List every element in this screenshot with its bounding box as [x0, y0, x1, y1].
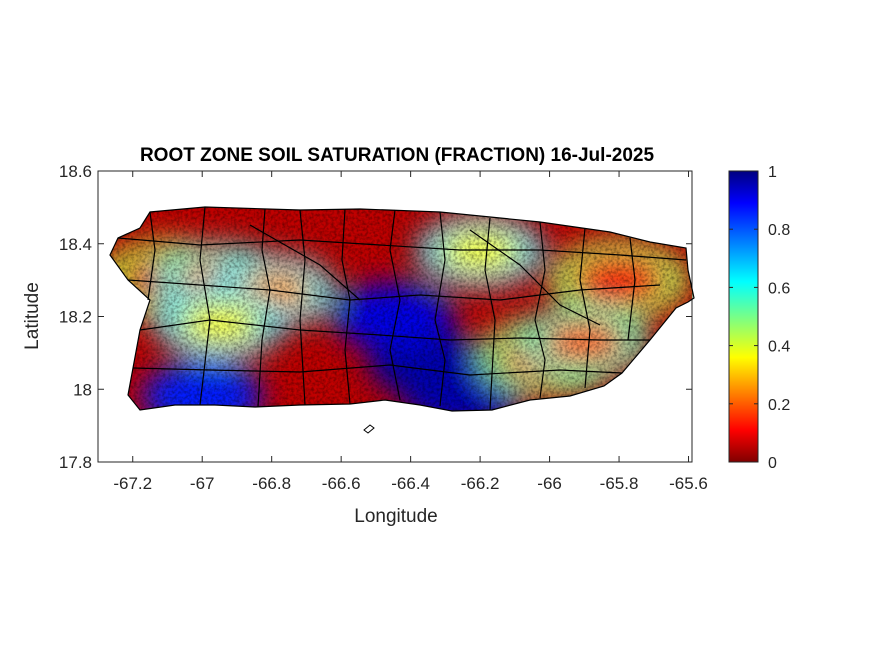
x-tick-label: -66.4 [391, 474, 430, 493]
caja-de-muertos-island [363, 424, 375, 434]
colorbar-axis: 0 0.2 0.4 0.6 0.8 1 [729, 164, 790, 472]
y-tick-label: 17.8 [59, 453, 92, 472]
x-axis: -67.2 -67 -66.8 -66.6 -66.4 -66.2 -66 -65.8 -65.… [113, 171, 708, 493]
y-tick-label: 18.6 [59, 162, 92, 181]
y-axis: 17.8 18 18.2 18.4 18.6 [59, 162, 692, 472]
y-tick-label: 18.4 [59, 235, 92, 254]
colorbar [728, 170, 759, 463]
x-tick-label: -66.2 [461, 474, 500, 493]
colorbar-tick-label: 0.8 [768, 222, 790, 239]
map-title: ROOT ZONE SOIL SATURATION (FRACTION) 16-… [140, 145, 655, 166]
y-tick-label: 18.2 [59, 308, 92, 327]
colorbar-tick-label: 0.2 [768, 397, 790, 414]
x-tick-label: -67.2 [113, 474, 152, 493]
x-tick-label: -65.6 [669, 474, 708, 493]
x-tick-label: -66 [537, 474, 562, 493]
x-tick-label: -65.8 [600, 474, 639, 493]
y-tick-label: 18 [73, 380, 92, 399]
x-tick-label: -66.8 [252, 474, 291, 493]
x-tick-label: -66.6 [322, 474, 361, 493]
x-axis-label: Longitude [354, 506, 437, 527]
colorbar-tick-label: 0 [768, 455, 777, 472]
colorbar-tick-label: 0.4 [768, 339, 790, 356]
colorbar-tick-label: 1 [768, 164, 777, 181]
colorbar-tick-label: 0.6 [768, 280, 790, 297]
island-coastline [109, 206, 695, 412]
municipality-boundaries [109, 206, 695, 412]
x-tick-label: -67 [190, 474, 215, 493]
y-axis-label: Latitude [22, 282, 43, 350]
